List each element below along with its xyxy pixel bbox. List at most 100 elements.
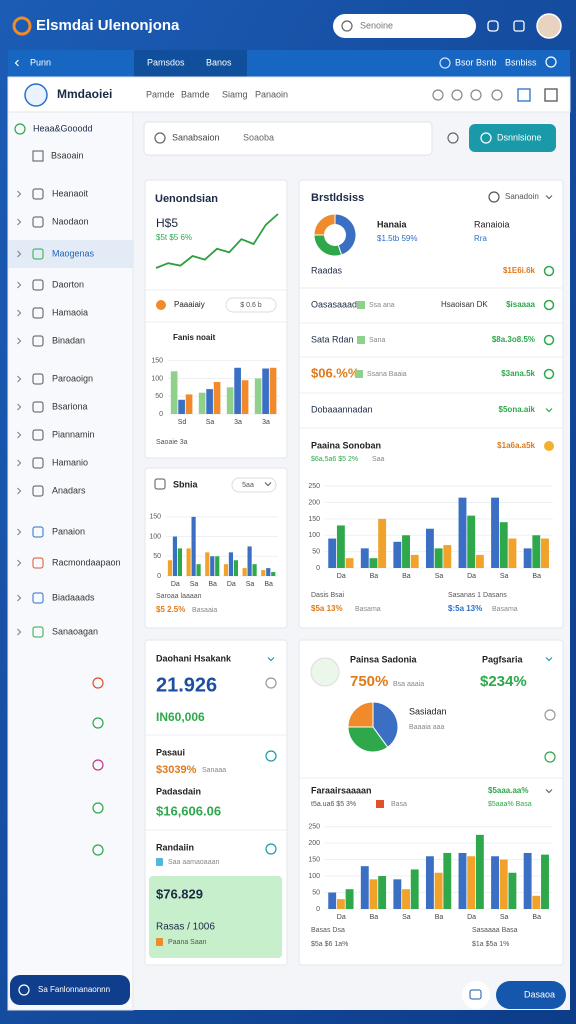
icon — [32, 592, 44, 604]
bar — [425, 856, 434, 909]
sidebar-item[interactable]: Anadars — [52, 485, 86, 495]
x-tick-label: Sa — [500, 573, 509, 580]
icon-button[interactable] — [462, 981, 490, 1009]
chevron-icon — [267, 657, 275, 662]
tab[interactable]: Pamsdos — [147, 57, 185, 67]
bar — [491, 497, 499, 568]
sidebar-item[interactable]: Panaion — [52, 526, 85, 536]
metric-change: $6a,5a6 $5 2% — [311, 456, 358, 463]
tab-link[interactable]: Bsor Bsnb — [455, 57, 497, 67]
bar — [434, 872, 443, 909]
primary-button[interactable] — [469, 124, 556, 152]
icon — [451, 89, 463, 101]
nav-link[interactable]: Bamde — [181, 89, 210, 99]
pie-slice — [347, 701, 374, 728]
sidebar-item[interactable]: Bsaoain — [51, 150, 84, 160]
icon — [92, 844, 104, 856]
tab[interactable]: Banos — [206, 57, 232, 67]
bar — [345, 558, 354, 568]
sidebar-item[interactable]: Heanaoit — [52, 188, 89, 198]
status-icon — [543, 334, 555, 346]
filter[interactable]: Sanadoin — [505, 192, 539, 201]
bar — [262, 368, 269, 414]
bar — [508, 872, 517, 909]
sidebar-item[interactable]: Bsariona — [52, 401, 88, 411]
chevron-icon — [17, 403, 22, 411]
search-bar[interactable] — [143, 121, 433, 156]
bar — [523, 548, 532, 568]
y-tick-label: 50 — [312, 889, 320, 896]
icon — [480, 132, 492, 144]
note: Bsa aaaia — [393, 681, 424, 688]
bar — [360, 548, 369, 568]
kpi-value: 21.926 — [156, 674, 217, 696]
sidebar-item[interactable]: Racmondaapaon — [52, 557, 121, 567]
icon — [154, 132, 166, 144]
note: Baaaia aaa — [409, 724, 445, 731]
kpi-label: Randaiin — [156, 842, 194, 852]
sidebar-item[interactable]: Binadan — [52, 335, 85, 345]
sidebar-item[interactable]: Naodaon — [52, 216, 89, 226]
chevron-icon — [17, 459, 22, 467]
bar — [241, 380, 249, 414]
icon — [32, 150, 44, 162]
sidebar-item[interactable]: Piannamin — [52, 429, 95, 439]
nav-link[interactable]: Siamg — [222, 89, 248, 99]
chart-value: $5aaa.aa% — [488, 786, 528, 795]
icon — [154, 478, 166, 490]
x-tick-label: Ba — [532, 573, 541, 580]
bar — [508, 538, 517, 568]
tab[interactable]: Punn — [30, 57, 51, 67]
pill — [225, 297, 277, 313]
footer-value: $:5a 13% — [448, 604, 482, 613]
sidebar-item[interactable]: Sanaoagan — [52, 626, 98, 636]
chevron-icon — [17, 487, 22, 495]
logo — [12, 16, 32, 36]
sidebar-item[interactable]: Hamaoia — [52, 307, 88, 317]
kpi-label: Pasaui — [156, 747, 185, 757]
icon — [32, 429, 44, 441]
x-tick-label: Ba — [264, 581, 273, 588]
bar — [186, 548, 191, 576]
nav-link[interactable]: Panaoin — [255, 89, 288, 99]
bar — [226, 387, 234, 414]
y-tick-label: 250 — [308, 823, 320, 830]
search-box[interactable] — [333, 14, 476, 38]
icon — [488, 191, 500, 203]
card-footer: Basas Dsa — [311, 927, 345, 934]
nav-link[interactable]: Pamde — [146, 89, 175, 99]
icon — [32, 485, 44, 497]
secondary-button[interactable] — [496, 981, 566, 1009]
legend-swatch — [357, 301, 365, 309]
avatar[interactable] — [536, 13, 562, 39]
chevron-icon — [17, 190, 22, 198]
pill[interactable] — [231, 477, 277, 493]
sidebar-item[interactable]: Daorton — [52, 279, 84, 289]
chevron-icon — [264, 482, 272, 487]
sidebar-item[interactable]: Paroaoign — [52, 373, 93, 383]
card-title: Painsa Sadonia — [350, 654, 418, 664]
sidebar-item[interactable]: Hamanio — [52, 457, 88, 467]
legend-swatch — [376, 800, 384, 808]
bar — [443, 852, 452, 909]
bar — [198, 392, 206, 414]
sidebar-item[interactable]: Maogenas — [52, 248, 95, 258]
icon — [517, 88, 531, 102]
search-placeholder: Sanabsaion — [172, 132, 220, 142]
status-icon — [543, 265, 555, 277]
button-label: Dasaoa — [524, 989, 555, 999]
y-tick-label: 0 — [316, 565, 320, 572]
note: Sanaaa — [202, 767, 226, 774]
bar — [410, 554, 419, 568]
tab-link[interactable]: Bsnbiss — [505, 57, 537, 67]
bar — [242, 568, 247, 576]
bar — [425, 528, 434, 568]
bar — [271, 572, 276, 576]
x-tick-label: 3a — [234, 419, 242, 426]
chevron-icon — [17, 559, 22, 567]
row-note: Ssa ana — [369, 302, 395, 309]
x-tick-label: Sa — [246, 581, 255, 588]
sidebar-button[interactable] — [10, 975, 130, 1005]
sidebar-item[interactable]: Biadaaads — [52, 592, 95, 602]
icon — [92, 677, 104, 689]
